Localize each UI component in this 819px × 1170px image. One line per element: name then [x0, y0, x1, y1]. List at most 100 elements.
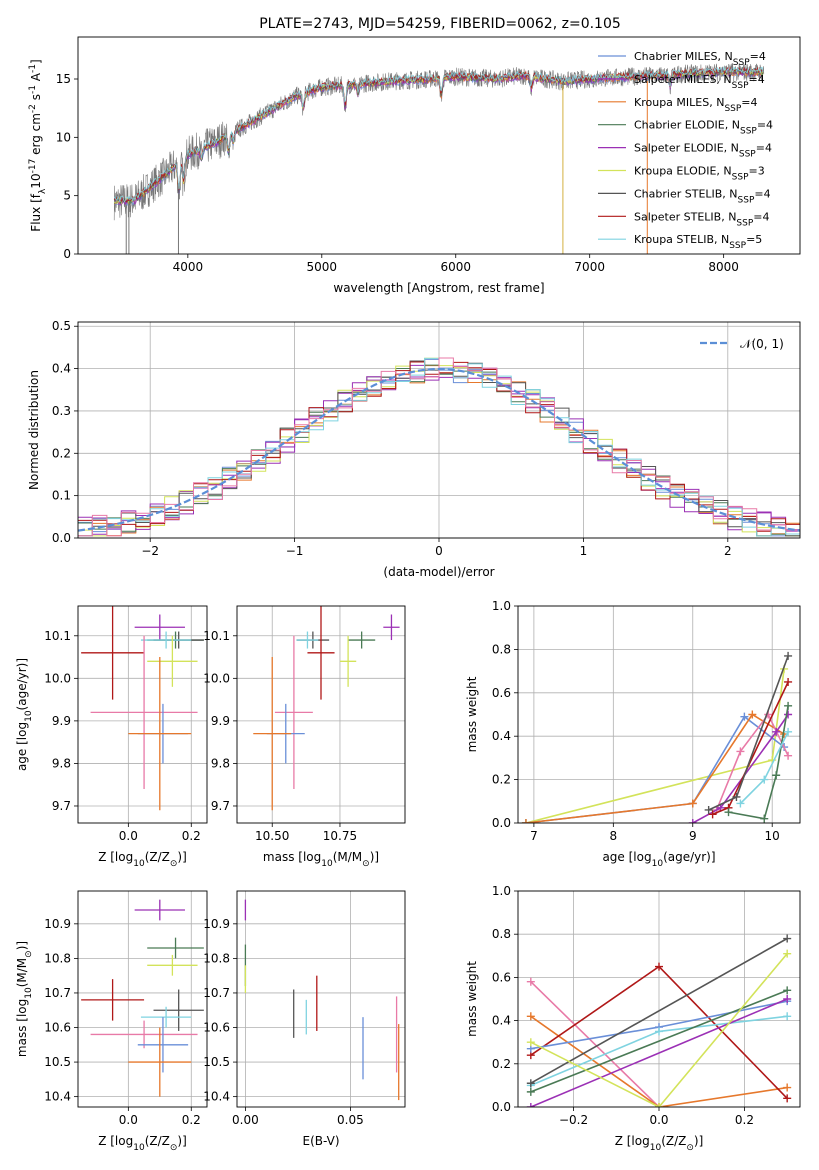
axes-frame: [77, 890, 208, 1108]
y-tick-label: 10.6: [203, 1021, 230, 1035]
axes-frame: [517, 890, 801, 1108]
label-text: =4: [754, 187, 770, 200]
label-text: Chabrier ELODIE, N: [634, 119, 740, 132]
subscript: SSP: [732, 81, 749, 91]
plus-marker: [732, 792, 741, 801]
y-axis-label: mass weight: [465, 676, 479, 752]
x-axis-label: Z [log10(Z/Z⊙)]: [615, 1134, 704, 1153]
panel-age_vs_mass: 10.50 10.75 9.7 9.8 9.9 10.0 10.1 mass [log10(M…: [203, 605, 406, 869]
x-tick-label: −2: [141, 544, 159, 558]
label-text: Flux [f: [29, 193, 43, 231]
plus-marker: [740, 712, 749, 721]
subscript: SSP: [739, 150, 756, 160]
plus-marker: [708, 810, 717, 819]
label-text: (Z/Z: [145, 850, 170, 864]
figure-title: PLATE=2743, MJD=54259, FIBERID=0062, z=0…: [259, 16, 621, 32]
superscript: -2: [28, 104, 38, 113]
y-tick-label: 0.0: [492, 1100, 511, 1114]
errorbar-point: [134, 614, 185, 641]
plus-marker: [783, 1094, 792, 1103]
y-tick-label: 0.5: [52, 319, 71, 333]
weight-line: [692, 714, 789, 823]
weight-line: [525, 713, 785, 823]
label-text: (data-model)/error: [383, 565, 494, 579]
y-axis-label: age [log10(age/yr)]: [15, 658, 34, 771]
weight-line: [715, 712, 789, 811]
y-tick-label: 10.9: [203, 917, 230, 931]
subscript: ⊙: [170, 1143, 178, 1153]
plus-marker: [784, 710, 793, 719]
y-tick-label: 9.9: [52, 714, 71, 728]
plot-area: [78, 357, 800, 537]
weight-line: [530, 1015, 788, 1107]
plus-marker: [688, 819, 697, 823]
label-text: (M/M: [15, 958, 29, 987]
y-tick-label: 15: [56, 72, 71, 86]
subscript: 10: [321, 859, 333, 869]
subscript: SSP: [729, 241, 746, 251]
y-tick-label: 10.1: [203, 629, 230, 643]
subscript: SSP: [736, 218, 753, 228]
x-tick-label: 4000: [173, 260, 204, 274]
errorbar-point: [90, 1020, 198, 1049]
y-tick-label: 0.2: [52, 446, 71, 460]
x-tick-label: 10.75: [323, 829, 357, 843]
subscript: SSP: [740, 127, 757, 137]
y-tick-label: 9.9: [211, 714, 230, 728]
label-text: ]: [29, 59, 43, 64]
plus-marker: [760, 775, 769, 784]
errorbar-point: [383, 614, 400, 641]
panel-spectrum: 4000 5000 6000 7000 8000 0 5 10 15 wavelength [An…: [28, 36, 801, 295]
legend-entry: Salpeter STELIB, NSSP=4: [634, 210, 770, 228]
histogram-steps: [78, 357, 800, 537]
label-text: mass weight: [465, 961, 479, 1037]
subscript: λ: [38, 188, 48, 194]
label-text: (Z/Z: [661, 1134, 686, 1148]
label-text: E(B-V): [302, 1134, 339, 1148]
plus-marker: [526, 1079, 535, 1088]
errorbar-point: [128, 657, 192, 811]
subscript: ⊙: [686, 1143, 694, 1153]
x-tick-label: 1: [580, 544, 588, 558]
x-axis-label: mass [log10(M/M⊙)]: [263, 850, 379, 869]
plus-marker: [783, 995, 792, 1003]
legend-entry: Kroupa ELODIE, NSSP=3: [634, 165, 765, 183]
y-axis-label: mass weight: [465, 961, 479, 1037]
label-text: )]: [694, 1134, 703, 1148]
subscript: 10: [133, 1143, 145, 1153]
legend-entry: Chabrier ELODIE, NSSP=4: [634, 119, 773, 137]
errorbar-point: [153, 989, 204, 1031]
axes-frame: [77, 605, 208, 824]
label-text: Chabrier STELIB, N: [634, 187, 738, 200]
errorbar-point: [140, 631, 192, 649]
x-tick-label: 7000: [574, 260, 605, 274]
label-text: erg cm: [29, 113, 43, 159]
y-tick-label: 10.0: [203, 671, 230, 685]
model-spectrum-line: [113, 66, 764, 203]
x-tick-label: 0: [435, 544, 443, 558]
x-tick-label: 8: [610, 829, 618, 843]
plus-marker: [784, 751, 793, 760]
errorbar-point: [147, 635, 198, 687]
label-text: (Z/Z: [145, 1134, 170, 1148]
label-text: mass [log: [15, 999, 29, 1057]
errorbar-point: [339, 635, 357, 687]
errorbar-point: [90, 635, 198, 789]
plus-marker: [526, 1087, 535, 1096]
x-tick-label: 8000: [708, 260, 739, 274]
label-text: =5: [746, 233, 762, 246]
label-text: Chabrier MILES, N: [634, 50, 733, 63]
x-axis-label: Z [log10(Z/Z⊙)]: [98, 1134, 187, 1153]
label-text: Z [log: [98, 850, 133, 864]
legend-entry: Kroupa MILES, NSSP=4: [634, 96, 758, 114]
x-tick-label: 10.50: [255, 829, 289, 843]
errorbar-point: [134, 899, 185, 921]
panel-age_vs_Z: 0.0 0.29.79.89.910.010.1Z [log10(Z/Z⊙)]ag…: [15, 605, 208, 869]
errorbar-point: [253, 657, 292, 811]
y-tick-label: 10.7: [203, 986, 230, 1000]
y-axis-label: mass [log10(M/M⊙)]: [15, 941, 34, 1057]
x-tick-label: 0.2: [182, 1113, 201, 1127]
subscript: 10: [24, 987, 34, 999]
errorbar-point: [140, 1006, 192, 1028]
